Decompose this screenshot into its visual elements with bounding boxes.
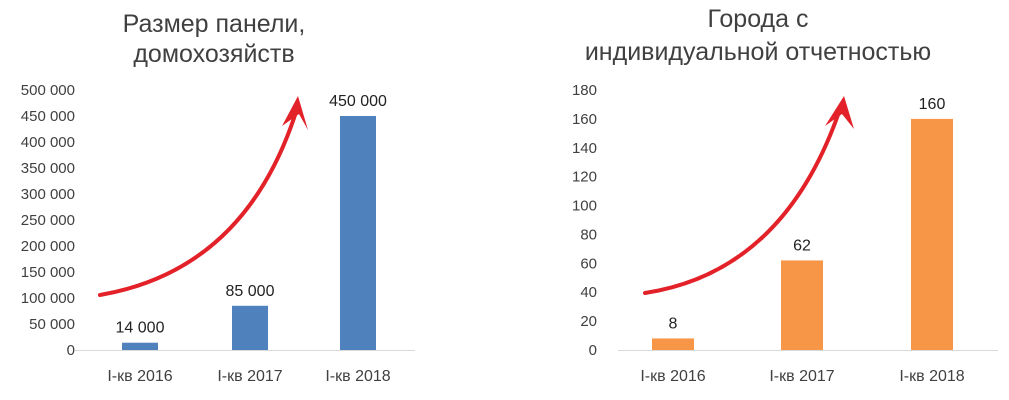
y-tick-label: 400 000 bbox=[21, 134, 75, 151]
data-label: 8 bbox=[669, 315, 678, 332]
y-tick-label: 60 bbox=[580, 255, 597, 272]
y-tick-label: 180 bbox=[572, 82, 597, 99]
category-label: I-кв 2017 bbox=[217, 368, 282, 385]
data-label: 450 000 bbox=[329, 93, 387, 110]
y-tick-label: 0 bbox=[67, 342, 75, 359]
bar bbox=[232, 305, 268, 350]
data-label: 160 bbox=[919, 96, 946, 113]
growth-arrow-curve bbox=[643, 110, 841, 295]
chart-title-line: индивидуальной отчетностью bbox=[585, 38, 931, 66]
y-tick-label: 50 000 bbox=[29, 316, 75, 333]
bar bbox=[911, 118, 953, 350]
y-tick-label: 100 bbox=[572, 198, 597, 215]
chart-title-line: домохозяйств bbox=[133, 40, 294, 68]
category-label: I-кв 2016 bbox=[640, 368, 705, 385]
y-tick-label: 200 000 bbox=[21, 238, 75, 255]
y-tick-label: 150 000 bbox=[21, 264, 75, 281]
chart-title-line: Города с bbox=[708, 5, 809, 33]
data-label: 62 bbox=[793, 237, 811, 254]
y-tick-label: 350 000 bbox=[21, 160, 75, 177]
chart-title-line: Размер панели, bbox=[123, 10, 306, 38]
y-tick-label: 250 000 bbox=[21, 212, 75, 229]
bar bbox=[781, 260, 823, 350]
bar bbox=[652, 338, 694, 350]
cities-reporting-chart-svg: Города с индивидуальной отчетностью 0 20 40 6… bbox=[572, 5, 998, 385]
data-label: 85 000 bbox=[226, 283, 275, 300]
y-tick-label: 80 bbox=[580, 226, 597, 243]
y-tick-label: 0 bbox=[589, 342, 597, 359]
household-panel-chart-svg: Размер панели,домохозяйств 0 50 000 100 000… bbox=[21, 10, 415, 385]
growth-arrow-curve bbox=[98, 110, 298, 297]
category-label: I-кв 2016 bbox=[107, 368, 172, 385]
y-tick-label: 120 bbox=[572, 169, 597, 186]
y-tick-label: 100 000 bbox=[21, 290, 75, 307]
data-label: 14 000 bbox=[116, 320, 165, 337]
bar bbox=[122, 342, 158, 350]
bar bbox=[340, 116, 376, 350]
growth-arrow-head bbox=[282, 96, 308, 130]
category-label: I-кв 2018 bbox=[899, 368, 964, 385]
chart-household-panel-size: Размер панели, домохозяйств 0 50 000 100 000… bbox=[21, 10, 415, 385]
y-tick-label: 450 000 bbox=[21, 108, 75, 125]
growth-arrow-head bbox=[825, 96, 854, 129]
category-label: I-кв 2018 bbox=[325, 368, 390, 385]
y-tick-label: 500 000 bbox=[21, 82, 75, 99]
y-tick-label: 300 000 bbox=[21, 186, 75, 203]
y-tick-label: 160 bbox=[572, 111, 597, 128]
chart-cities-individual-reporting: Города с индивидуальной отчетностью 0 20 40 6… bbox=[505, 0, 1009, 400]
y-tick-label: 40 bbox=[580, 284, 597, 301]
category-label: I-кв 2017 bbox=[769, 368, 834, 385]
y-tick-label: 140 bbox=[572, 140, 597, 157]
y-tick-label: 20 bbox=[580, 313, 597, 330]
